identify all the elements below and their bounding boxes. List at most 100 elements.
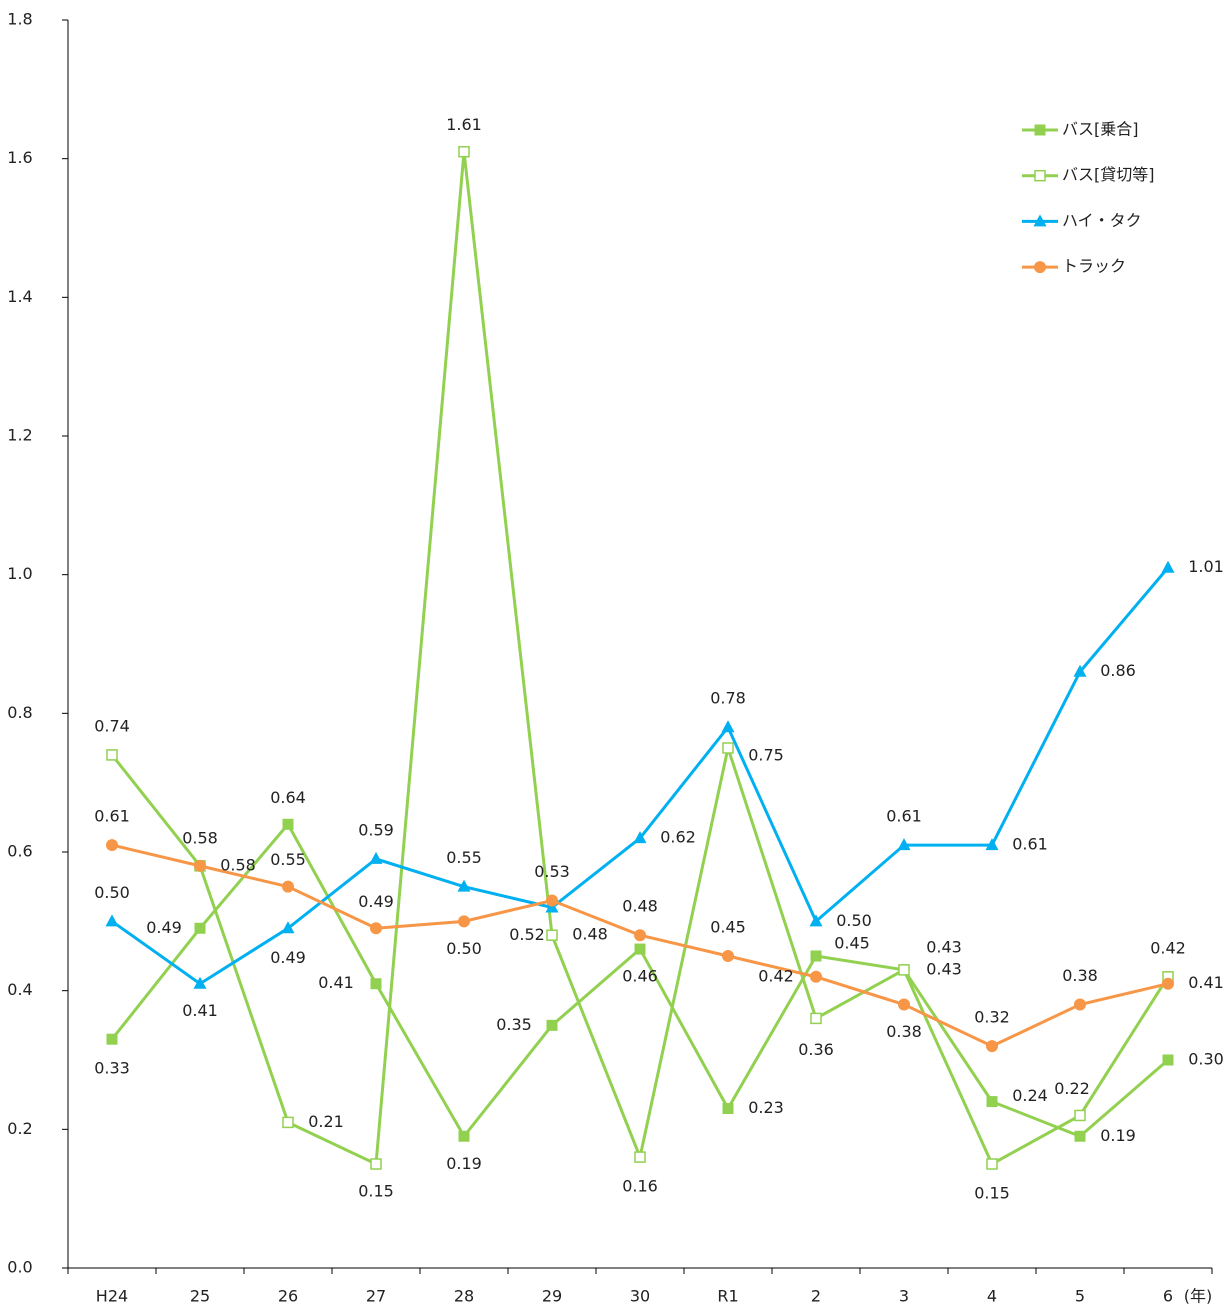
x-tick-label: R1 — [717, 1287, 738, 1306]
data-point — [546, 929, 558, 941]
data-point — [281, 921, 295, 934]
y-tick-label: 1.0 — [7, 564, 32, 583]
data-label: 0.35 — [496, 1015, 532, 1034]
data-label: 0.62 — [660, 828, 696, 847]
data-label: 0.48 — [622, 897, 658, 916]
data-label: 0.78 — [710, 689, 746, 708]
data-label: 0.24 — [1012, 1086, 1048, 1105]
data-point — [1162, 977, 1174, 990]
data-point — [722, 950, 734, 962]
x-tick-label: 2 — [811, 1287, 821, 1306]
data-label: 0.50 — [94, 883, 130, 902]
data-label: 0.16 — [622, 1177, 658, 1196]
data-label: 0.61 — [94, 807, 130, 826]
data-point — [457, 879, 471, 892]
x-tick-label: 4 — [987, 1287, 997, 1306]
legend-marker — [1034, 261, 1046, 274]
data-label: 0.50 — [446, 939, 482, 958]
data-point — [370, 922, 382, 935]
legend-label: トラック — [1062, 257, 1126, 276]
x-tick-label: 5 — [1075, 1287, 1085, 1306]
data-label: 1.61 — [446, 115, 482, 134]
legend-label: バス[貸切等] — [1062, 165, 1155, 184]
data-label: 0.45 — [834, 934, 870, 953]
data-point — [1074, 998, 1086, 1011]
data-label: 0.64 — [270, 788, 306, 807]
data-point — [282, 1116, 294, 1129]
x-tick-label: 6 — [1163, 1287, 1173, 1306]
data-point — [633, 831, 647, 844]
y-tick-label: 0.2 — [7, 1119, 32, 1138]
data-label: 0.36 — [798, 1040, 834, 1059]
legend-marker — [1033, 214, 1047, 227]
data-label: 0.38 — [1062, 966, 1098, 985]
y-tick-label: 0.0 — [7, 1258, 32, 1277]
data-label: 0.41 — [182, 1001, 218, 1020]
x-axis-label: (年) — [1184, 1287, 1213, 1306]
data-point — [898, 998, 910, 1011]
x-tick-label: 29 — [542, 1287, 562, 1306]
data-point — [106, 1033, 118, 1045]
data-label: 0.86 — [1100, 661, 1136, 680]
data-point — [1073, 664, 1087, 677]
y-tick-label: 1.4 — [7, 287, 32, 306]
legend-marker — [1034, 169, 1046, 182]
legend-label: ハイ・タク — [1062, 211, 1142, 230]
x-tick-label: 25 — [190, 1287, 210, 1306]
data-point — [634, 1151, 646, 1163]
data-point — [722, 1103, 734, 1115]
y-tick-label: 1.2 — [7, 426, 32, 445]
data-point — [634, 929, 646, 942]
data-point — [193, 976, 207, 989]
data-point — [634, 943, 646, 955]
data-label: 0.33 — [94, 1059, 130, 1078]
data-label: 0.19 — [446, 1154, 482, 1173]
data-point — [458, 1130, 470, 1142]
data-point — [105, 914, 119, 927]
data-point — [369, 851, 383, 864]
data-label: 0.43 — [926, 937, 962, 956]
data-point — [1074, 1109, 1086, 1122]
x-tick-label: 26 — [278, 1287, 298, 1306]
data-label: 0.61 — [886, 807, 922, 826]
data-point — [194, 922, 206, 934]
data-point — [986, 1096, 998, 1108]
data-label: 0.45 — [710, 918, 746, 937]
data-label: 0.21 — [308, 1112, 344, 1131]
x-tick-label: 27 — [366, 1287, 386, 1306]
data-point — [810, 950, 822, 962]
data-point — [458, 145, 470, 158]
data-label: 0.15 — [358, 1182, 394, 1201]
data-point — [370, 1158, 382, 1170]
data-point — [458, 915, 470, 928]
data-label: 0.30 — [1188, 1050, 1224, 1069]
data-label: 0.46 — [622, 967, 658, 986]
data-point — [809, 914, 823, 927]
data-point — [898, 964, 910, 976]
data-label: 0.42 — [1150, 938, 1186, 957]
data-point — [1161, 560, 1175, 573]
data-label: 0.38 — [886, 1022, 922, 1041]
y-tick-label: 0.8 — [7, 703, 32, 722]
y-tick-label: 0.6 — [7, 842, 32, 861]
x-tick-label: 3 — [899, 1287, 909, 1306]
x-tick-label: 30 — [630, 1287, 650, 1306]
data-label: 0.74 — [94, 716, 130, 735]
data-label: 0.32 — [974, 1008, 1010, 1027]
data-point — [546, 894, 558, 907]
data-label: 0.55 — [270, 850, 306, 869]
data-point — [810, 1012, 822, 1025]
data-point — [282, 880, 294, 893]
data-label: 0.58 — [220, 855, 256, 874]
data-point — [546, 1019, 558, 1031]
data-point — [106, 749, 118, 761]
data-point — [722, 742, 734, 754]
data-label: 0.53 — [534, 862, 570, 881]
data-label: 0.43 — [926, 959, 962, 978]
data-point — [370, 978, 382, 990]
data-label: 0.55 — [446, 848, 482, 867]
data-label: 0.61 — [1012, 835, 1048, 854]
y-tick-label: 0.4 — [7, 980, 32, 999]
data-label: 0.59 — [358, 820, 394, 839]
